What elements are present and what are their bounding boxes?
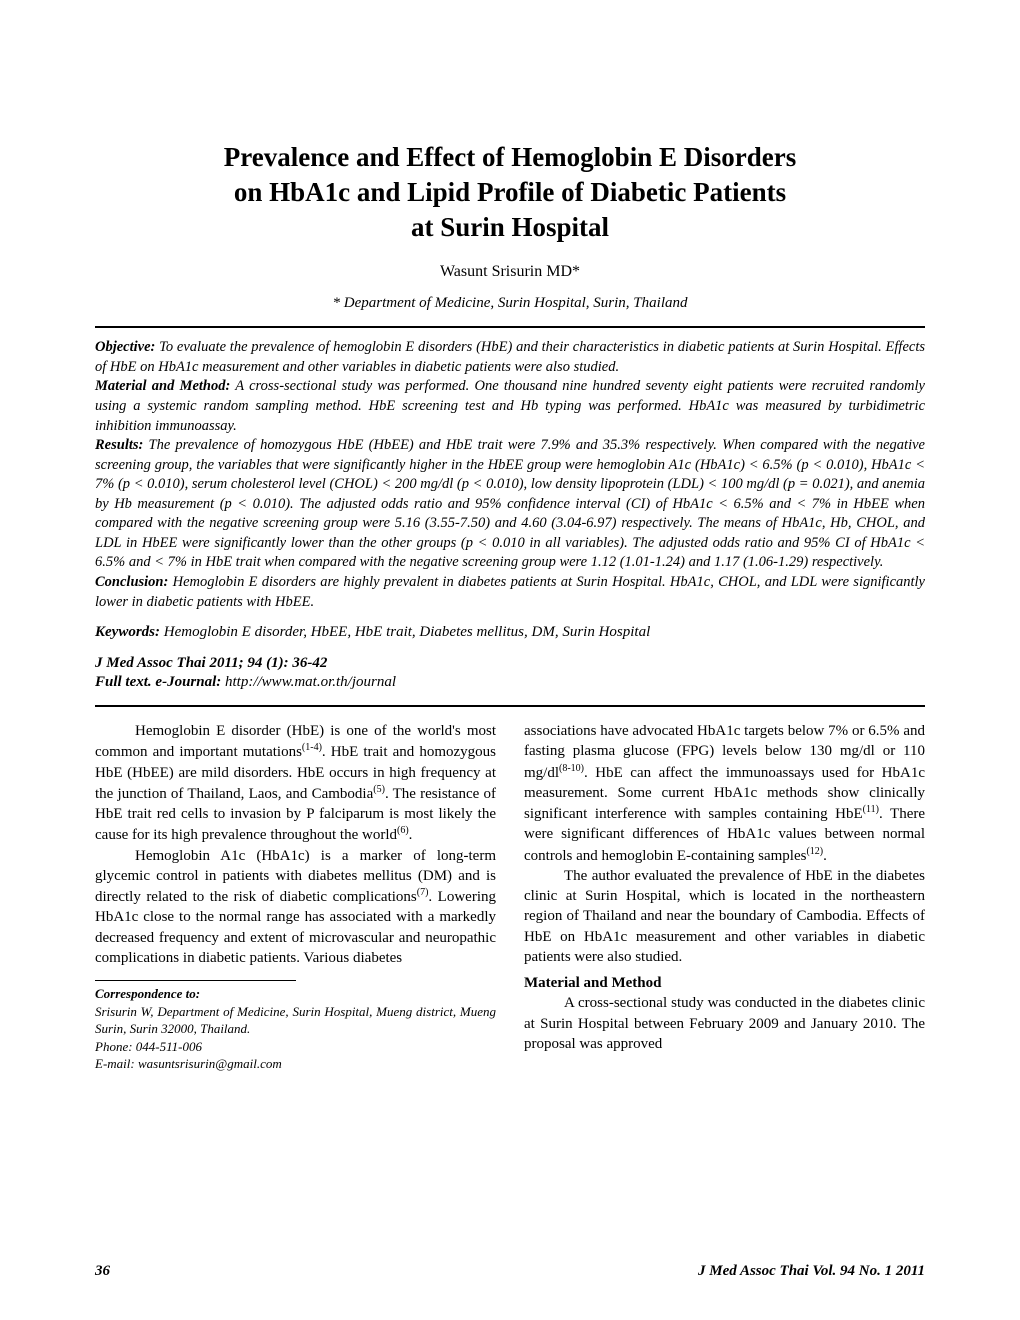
ref-8-10: (8-10) <box>559 763 584 774</box>
abstract-block: Objective: To evaluate the prevalence of… <box>95 338 925 612</box>
right-column: associations have advocated HbA1c target… <box>524 721 925 1073</box>
right-para-2: The author evaluated the prevalence of H… <box>524 866 925 967</box>
r-p2: The author evaluated the prevalence of H… <box>524 868 925 965</box>
results-text: The prevalence of homozygous HbE (HbEE) … <box>95 437 925 570</box>
ejournal-line: Full text. e-Journal: http://www.mat.or.… <box>95 674 925 691</box>
journal-footer: J Med Assoc Thai Vol. 94 No. 1 2011 <box>698 1263 925 1280</box>
objective-label: Objective: <box>95 339 155 355</box>
ref-6: (6) <box>397 825 409 836</box>
corr-address: Srisurin W, Department of Medicine, Suri… <box>95 1004 496 1037</box>
correspondence-head: Correspondence to: <box>95 985 496 1003</box>
article-title: Prevalence and Effect of Hemoglobin E Di… <box>95 140 925 245</box>
ref-1-4: (1-4) <box>302 742 322 753</box>
ref-7: (7) <box>417 887 429 898</box>
l-p1d: . <box>409 827 413 843</box>
right-para-3: A cross-sectional study was conducted in… <box>524 993 925 1054</box>
author-name: Wasunt Srisurin MD* <box>95 263 925 281</box>
conclusion-label: Conclusion: <box>95 574 168 590</box>
divider-bottom <box>95 705 925 707</box>
page-number: 36 <box>95 1263 110 1280</box>
corr-phone: Phone: 044-511-006 <box>95 1039 202 1054</box>
right-para-1: associations have advocated HbA1c target… <box>524 721 925 866</box>
keywords-text: Hemoglobin E disorder, HbEE, HbE trait, … <box>160 624 650 640</box>
left-para-1: Hemoglobin E disorder (HbE) is one of th… <box>95 721 496 846</box>
correspondence-divider <box>95 980 296 981</box>
material-label: Material and Method: <box>95 378 230 394</box>
ejournal-url: http://www.mat.or.th/journal <box>221 674 396 690</box>
correspondence-body: Srisurin W, Department of Medicine, Suri… <box>95 1003 496 1073</box>
corr-email: E-mail: wasuntsrisurin@gmail.com <box>95 1056 282 1071</box>
title-line2: on HbA1c and Lipid Profile of Diabetic P… <box>234 177 786 207</box>
conclusion-text: Hemoglobin E disorders are highly preval… <box>95 574 925 610</box>
ref-5: (5) <box>373 784 385 795</box>
page-footer: 36 J Med Assoc Thai Vol. 94 No. 1 2011 <box>95 1263 925 1280</box>
keywords-line: Keywords: Hemoglobin E disorder, HbEE, H… <box>95 624 925 641</box>
r-p1d: . <box>823 848 827 864</box>
results-label: Results: <box>95 437 143 453</box>
ref-12: (12) <box>806 846 823 857</box>
citation: J Med Assoc Thai 2011; 94 (1): 36-42 <box>95 655 925 672</box>
r-p3: A cross-sectional study was conducted in… <box>524 995 925 1052</box>
objective-text: To evaluate the prevalence of hemoglobin… <box>95 339 925 375</box>
affiliation: * Department of Medicine, Surin Hospital… <box>95 295 925 312</box>
divider-top <box>95 326 925 328</box>
title-line3: at Surin Hospital <box>411 212 609 242</box>
ref-11: (11) <box>863 804 879 815</box>
left-para-2: Hemoglobin A1c (HbA1c) is a marker of lo… <box>95 846 496 969</box>
section-head-material: Material and Method <box>524 973 925 993</box>
body-columns: Hemoglobin E disorder (HbE) is one of th… <box>95 721 925 1073</box>
keywords-label: Keywords: <box>95 624 160 640</box>
title-line1: Prevalence and Effect of Hemoglobin E Di… <box>224 142 796 172</box>
ejournal-label: Full text. e-Journal: <box>95 674 221 690</box>
left-column: Hemoglobin E disorder (HbE) is one of th… <box>95 721 496 1073</box>
